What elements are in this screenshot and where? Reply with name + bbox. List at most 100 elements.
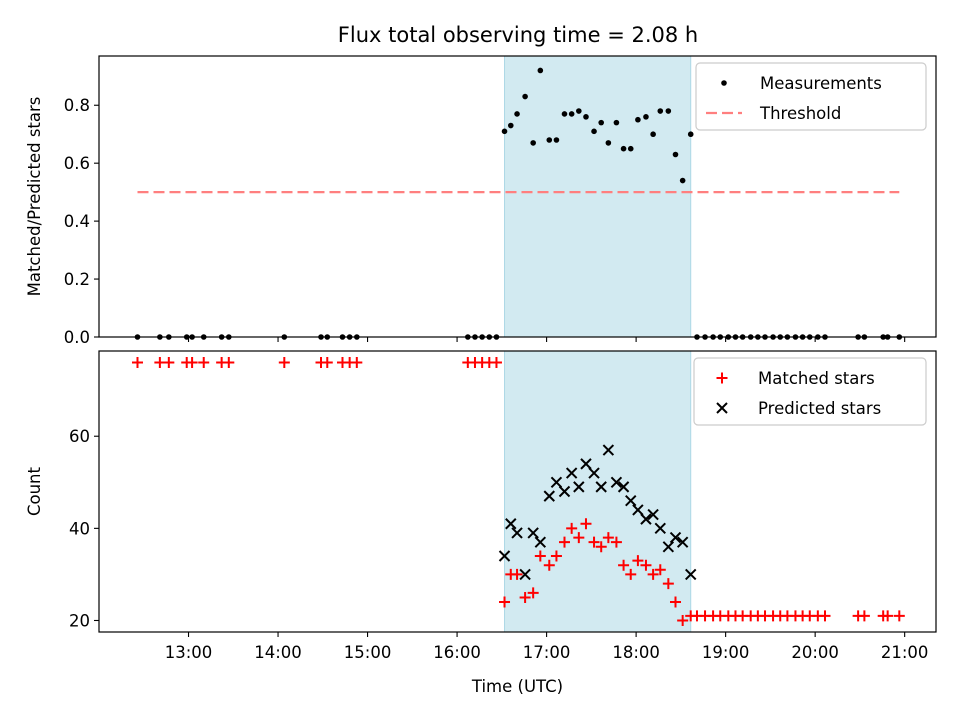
predicted-star-point [505,518,517,530]
matched-star-point [131,357,143,369]
y-tick-label: 40 [69,519,90,538]
predicted-star-point [519,568,531,581]
measurement-point [679,177,686,184]
predicted-star-point [565,467,578,479]
matched-star-point [882,610,894,622]
matched-star-point [566,522,578,534]
x-tick-label: 19:00 [702,643,750,662]
axes-frame [98,350,937,633]
matched-star-point [640,559,652,571]
matched-star-point [198,357,210,369]
legend-box [693,357,927,426]
measurement-point [553,137,560,143]
matched-star-point [543,559,555,571]
predicted-star-point [685,568,697,581]
legend-matched-swatch [716,372,728,384]
legend-predicted-swatch [716,402,728,414]
matched-star-point [654,564,666,576]
matched-star-point [527,587,539,599]
measurement-point [591,128,597,135]
measurement-point [598,119,604,126]
predicted-star-point [617,481,630,493]
matched-star-point [558,536,570,548]
y-tick-label: 0.6 [64,154,90,173]
legend-label: Predicted stars [758,399,881,418]
measurement-point [687,131,694,138]
x-tick-label: 17:00 [523,643,571,662]
predicted-star-point [573,481,585,493]
x-axis-label: Time (UTC) [471,677,563,696]
panel-1: 0.0 0.2 0.4 0.6 0.8 Matched/Predicted stars Me… [25,55,937,347]
measurement-point [650,131,656,138]
measurement-point [613,119,620,126]
matched-star-point [625,568,637,580]
predicted-star-point [610,476,623,488]
y-tick-label: 0.8 [64,96,90,115]
measurement-point [635,116,641,123]
legend-label: Matched stars [758,369,875,388]
panel-2: 20 40 60 13:00 14:00 15:00 16:00 17:00 18:00 19:0… [25,350,937,696]
predicted-star-point [625,495,637,507]
predicted-star-point [676,536,689,548]
predicted-star-point [602,444,615,456]
measurement-point [546,137,553,143]
y-axis-label: Count [25,466,44,516]
matched-star-point [670,596,682,608]
matched-star-point [893,610,905,622]
x-tick-label: 20:00 [791,643,839,662]
x-tick-label: 16:00 [433,643,481,662]
x-tick-label: 13:00 [165,643,213,662]
x-tick-label: 21:00 [881,643,929,662]
legend-measurement-swatch [721,80,727,86]
predicted-star-point [498,550,511,562]
matched-star-point [573,532,585,544]
predicted-star-point [640,513,652,525]
matched-star-point [223,357,235,369]
measurement-point [568,111,575,117]
measurement-point [657,108,664,114]
matched-star-point [163,357,175,369]
legend-label: Threshold [759,104,841,123]
measurement-point [620,145,627,152]
matched-star-point [632,555,644,567]
y-tick-label: 0.4 [64,212,90,231]
predicted-star-point [669,531,682,544]
x-tick-label: 18:00 [612,643,660,662]
predicted-star-point [588,467,600,479]
predicted-star-point [632,504,644,516]
legend-box [695,62,927,131]
measurement-point [522,93,528,100]
measurement-point [507,122,514,129]
matched-star-point [647,568,659,580]
matched-star-point [580,518,592,530]
matched-star-point [595,541,607,553]
predicted-star-point [527,527,539,539]
measurement-point [665,108,672,114]
x-tick-label: 15:00 [344,643,392,662]
measurement-point [561,111,568,117]
y-axis-label: Matched/Predicted stars [25,97,44,297]
predicted-star-point [580,458,592,470]
matched-star-point [351,357,363,369]
predicted-star-point [550,476,563,488]
matched-star-point [662,578,674,590]
predicted-star-point [662,541,675,553]
predicted-star-point [534,536,547,548]
y-tick-label: 0.2 [64,270,90,289]
matched-star-point [858,610,870,622]
matched-star-point [519,591,531,603]
matched-star-point [490,357,502,369]
matched-star-point [588,536,600,548]
matched-star-point [677,614,689,626]
measurement-point [537,67,544,74]
matched-star-point [819,610,831,622]
matched-star-point [550,550,562,562]
matched-star-point [186,357,198,369]
legend-label: Measurements [760,74,882,93]
y-tick-label: 60 [69,427,90,446]
matched-star-point [321,357,333,369]
predicted-star-point [647,508,659,521]
measurement-point [530,140,536,146]
series-predicted-stars [498,444,697,581]
measurement-point [501,128,508,135]
